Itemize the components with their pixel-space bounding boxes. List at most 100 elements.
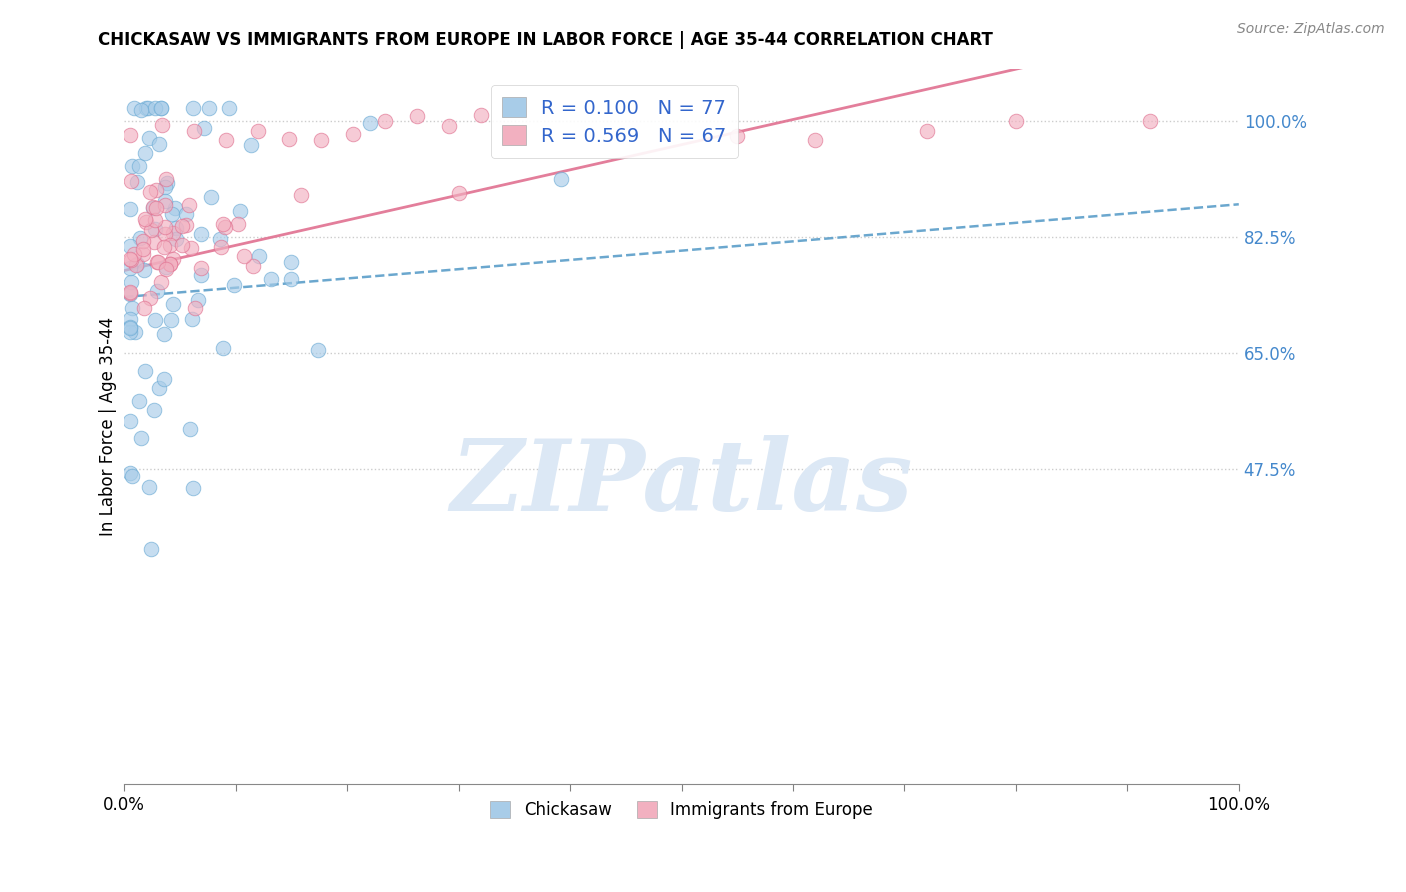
Point: [290, 188, 312, 202]
Point: [162, 227, 184, 241]
Point: [135, 101, 157, 115]
Point: [129, 103, 152, 117]
Point: [148, 255, 170, 269]
Point: [132, 234, 155, 248]
Point: [148, 137, 170, 152]
Point: [342, 127, 364, 141]
Text: ZIPatlas: ZIPatlas: [450, 435, 912, 532]
Point: [165, 232, 187, 246]
Point: [134, 364, 156, 378]
Point: [118, 320, 141, 334]
Point: [138, 131, 160, 145]
Point: [152, 372, 174, 386]
Point: [233, 249, 256, 263]
Point: [132, 263, 155, 277]
Point: [804, 133, 827, 147]
Point: [128, 394, 150, 409]
Point: [153, 240, 176, 254]
Point: [163, 202, 186, 216]
Point: [184, 301, 207, 315]
Point: [280, 255, 302, 269]
Point: [374, 114, 396, 128]
Point: [190, 260, 212, 275]
Point: [181, 312, 204, 326]
Point: [152, 326, 174, 341]
Point: [122, 101, 145, 115]
Point: [214, 133, 236, 147]
Point: [165, 220, 187, 235]
Point: [134, 211, 156, 226]
Point: [127, 256, 149, 270]
Point: [155, 198, 177, 212]
Point: [190, 268, 212, 282]
Point: [120, 275, 142, 289]
Point: [143, 101, 166, 115]
Point: [212, 341, 235, 355]
Text: Source: ZipAtlas.com: Source: ZipAtlas.com: [1237, 22, 1385, 37]
Point: [214, 220, 236, 235]
Point: [170, 219, 193, 233]
Point: [132, 301, 155, 315]
Point: [149, 275, 172, 289]
Point: [148, 381, 170, 395]
Point: [153, 227, 176, 241]
Point: [211, 217, 233, 231]
Point: [174, 219, 197, 233]
Point: [159, 257, 181, 271]
Point: [155, 260, 177, 274]
Point: [118, 261, 141, 276]
Point: [153, 194, 176, 209]
Point: [307, 343, 329, 357]
Point: [125, 258, 148, 272]
Point: [141, 223, 163, 237]
Point: [128, 159, 150, 173]
Point: [135, 215, 157, 229]
Legend: Chickasaw, Immigrants from Europe: Chickasaw, Immigrants from Europe: [484, 794, 879, 825]
Point: [118, 325, 141, 339]
Point: [180, 241, 202, 255]
Point: [143, 313, 166, 327]
Point: [131, 246, 153, 260]
Point: [470, 108, 492, 122]
Point: [118, 238, 141, 252]
Point: [146, 284, 169, 298]
Point: [162, 297, 184, 311]
Point: [118, 285, 141, 299]
Point: [118, 320, 141, 334]
Point: [311, 133, 333, 147]
Point: [150, 101, 173, 115]
Y-axis label: In Labor Force | Age 35-44: In Labor Force | Age 35-44: [100, 317, 117, 536]
Point: [136, 101, 159, 115]
Point: [162, 252, 184, 267]
Point: [118, 414, 141, 428]
Point: [149, 101, 172, 115]
Point: [239, 138, 262, 153]
Point: [142, 200, 165, 214]
Point: [246, 124, 269, 138]
Point: [146, 255, 169, 269]
Point: [1139, 114, 1161, 128]
Point: [437, 119, 460, 133]
Point: [183, 124, 205, 138]
Point: [209, 240, 232, 254]
Point: [118, 287, 141, 301]
Point: [142, 201, 165, 215]
Point: [278, 132, 301, 146]
Point: [1005, 113, 1028, 128]
Point: [125, 175, 148, 189]
Point: [224, 278, 246, 293]
Point: [118, 285, 141, 300]
Point: [129, 230, 152, 244]
Point: [143, 212, 166, 227]
Point: [122, 247, 145, 261]
Point: [181, 101, 204, 115]
Point: [725, 129, 748, 144]
Point: [198, 101, 221, 115]
Point: [139, 186, 162, 200]
Point: [242, 259, 264, 273]
Point: [145, 222, 167, 236]
Point: [155, 262, 177, 277]
Point: [145, 201, 167, 215]
Point: [406, 109, 429, 123]
Point: [226, 217, 249, 231]
